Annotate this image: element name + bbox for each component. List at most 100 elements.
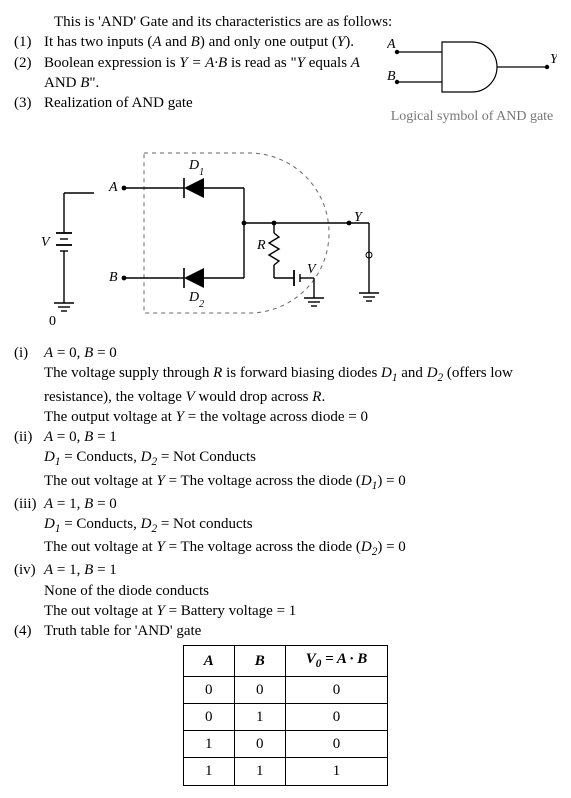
circ-B: B xyxy=(109,270,118,285)
p1c: ) and only one output ( xyxy=(200,34,337,50)
case-iv-body: A = 1, B = 1 None of the diode conducts … xyxy=(44,560,557,621)
p1-A: A xyxy=(152,34,161,50)
ci-A: A xyxy=(44,345,53,361)
ci-D2: D2 xyxy=(427,365,443,381)
table-row: 000 xyxy=(183,676,388,703)
th-Y: V0 = A · B xyxy=(285,646,388,676)
case-ii: (ii) A = 0, B = 1 D1 = Conducts, D2 = No… xyxy=(14,427,557,494)
ci-l1b: is forward biasing diodes xyxy=(222,365,381,381)
circ-V: V xyxy=(41,235,51,250)
ci-D1: D1 xyxy=(381,365,397,381)
cell: 1 xyxy=(234,703,285,730)
cell: 1 xyxy=(183,731,234,758)
circ-D2: D2 xyxy=(188,290,204,310)
cii-l2a: The out voltage at xyxy=(44,473,156,489)
ci-v: = 0 xyxy=(93,345,116,361)
p1-Y: Y xyxy=(337,34,345,50)
civ-B: B xyxy=(84,562,93,578)
ci-R: R xyxy=(213,365,222,381)
case-iv-num: (iv) xyxy=(14,560,44,621)
case-iv: (iv) A = 1, B = 1 None of the diode cond… xyxy=(14,560,557,621)
civ-Y: Y xyxy=(156,603,164,619)
cell: 0 xyxy=(285,703,388,730)
ci-V: V xyxy=(186,389,195,405)
cii-B: B xyxy=(84,429,93,445)
ciii-D2: D2 xyxy=(141,516,157,532)
body-1: It has two inputs (A and B) and only one… xyxy=(44,32,377,52)
p1-B: B xyxy=(191,34,200,50)
char-list: (1) It has two inputs (A and B) and only… xyxy=(14,32,377,127)
ciii-l2c: ) = 0 xyxy=(377,539,405,555)
gate-B-label: B xyxy=(387,69,396,84)
cii-D1b: D1 xyxy=(361,473,377,489)
table-row: 010 xyxy=(183,703,388,730)
circ-A: A xyxy=(108,180,118,195)
point-1: (1) It has two inputs (A and B) and only… xyxy=(14,32,377,52)
table-row: 111 xyxy=(183,758,388,785)
ciii-l1a: = Conducts, xyxy=(60,516,140,532)
case-i: (i) A = 0, B = 0 The voltage supply thro… xyxy=(14,343,557,427)
and-realization-circuit-icon: A D1 B D2 Y R xyxy=(14,133,414,333)
ci-B: B xyxy=(84,345,93,361)
cii-v: = 1 xyxy=(93,429,116,445)
body-3: Realization of AND gate xyxy=(44,93,377,113)
truth-table: A B V0 = A · B 000 010 100 111 xyxy=(183,645,389,785)
ci-l1c: and xyxy=(398,365,427,381)
cell: 1 xyxy=(234,758,285,785)
ciii-l1b: = Not conducts xyxy=(157,516,253,532)
and-gate-symbol-icon: A B Y xyxy=(387,32,557,102)
cell: 0 xyxy=(234,731,285,758)
num-1: (1) xyxy=(14,32,44,52)
circ-ground: 0 xyxy=(49,314,56,329)
civ-l1: None of the diode conducts xyxy=(44,583,209,599)
th-A: A xyxy=(183,646,234,676)
p2b: is read as " xyxy=(227,55,296,71)
ciii-D1: D1 xyxy=(44,516,60,532)
case-iii-body: A = 1, B = 0 D1 = Conducts, D2 = Not con… xyxy=(44,494,557,561)
cell: 0 xyxy=(234,676,285,703)
case-i-body: A = 0, B = 0 The voltage supply through … xyxy=(44,343,557,427)
case-iii-num: (iii) xyxy=(14,494,44,561)
cii-l2c: ) = 0 xyxy=(377,473,405,489)
case-ii-body: A = 0, B = 1 D1 = Conducts, D2 = Not Con… xyxy=(44,427,557,494)
point-2: (2) Boolean expression is Y = A·B is rea… xyxy=(14,53,377,94)
cii-l1b: = Not Conducts xyxy=(157,449,256,465)
cell: 0 xyxy=(183,703,234,730)
ci-l1f: . xyxy=(321,389,325,405)
cii-eq: = 0, xyxy=(53,429,84,445)
ciii-A: A xyxy=(44,496,53,512)
table-row: 100 xyxy=(183,731,388,758)
cii-l1a: = Conducts, xyxy=(60,449,140,465)
circ-R: R xyxy=(256,238,266,253)
truth-header-row: A B V0 = A · B xyxy=(183,646,388,676)
case-iii: (iii) A = 1, B = 0 D1 = Conducts, D2 = N… xyxy=(14,494,557,561)
p2e: ". xyxy=(89,75,99,91)
ciii-l2b: = The voltage across the diode ( xyxy=(165,539,361,555)
p2a: Boolean expression is xyxy=(44,55,179,71)
ciii-v: = 0 xyxy=(93,496,116,512)
gate-A-label: A xyxy=(387,37,396,52)
cii-l2b: = The voltage across the diode ( xyxy=(165,473,361,489)
gate-symbol-block: A B Y Logical symbol of AND gate xyxy=(387,32,557,127)
cell: 1 xyxy=(285,758,388,785)
num-2: (2) xyxy=(14,53,44,94)
ci-l1a: The voltage supply through xyxy=(44,365,213,381)
body-4: Truth table for 'AND' gate xyxy=(44,621,557,641)
cell: 0 xyxy=(285,731,388,758)
civ-l2b: = Battery voltage = 1 xyxy=(165,603,296,619)
p1d: ). xyxy=(345,34,354,50)
ciii-D2b: D2 xyxy=(361,539,377,555)
ci-eq: = 0, xyxy=(53,345,84,361)
ci-l2b: = the voltage across diode = 0 xyxy=(184,409,368,425)
ci-l1e: would drop across xyxy=(195,389,312,405)
ci-l2a: The output voltage at xyxy=(44,409,176,425)
p2c: equals xyxy=(305,55,351,71)
civ-l2a: The out voltage at xyxy=(44,603,156,619)
p2d: AND xyxy=(44,75,80,91)
ciii-eq: = 1, xyxy=(53,496,84,512)
intro-text: This is 'AND' Gate and its characteristi… xyxy=(54,12,557,32)
cii-Y: Y xyxy=(156,473,164,489)
point-4: (4) Truth table for 'AND' gate xyxy=(14,621,557,641)
cii-D1: D1 xyxy=(44,449,60,465)
cell: 0 xyxy=(285,676,388,703)
